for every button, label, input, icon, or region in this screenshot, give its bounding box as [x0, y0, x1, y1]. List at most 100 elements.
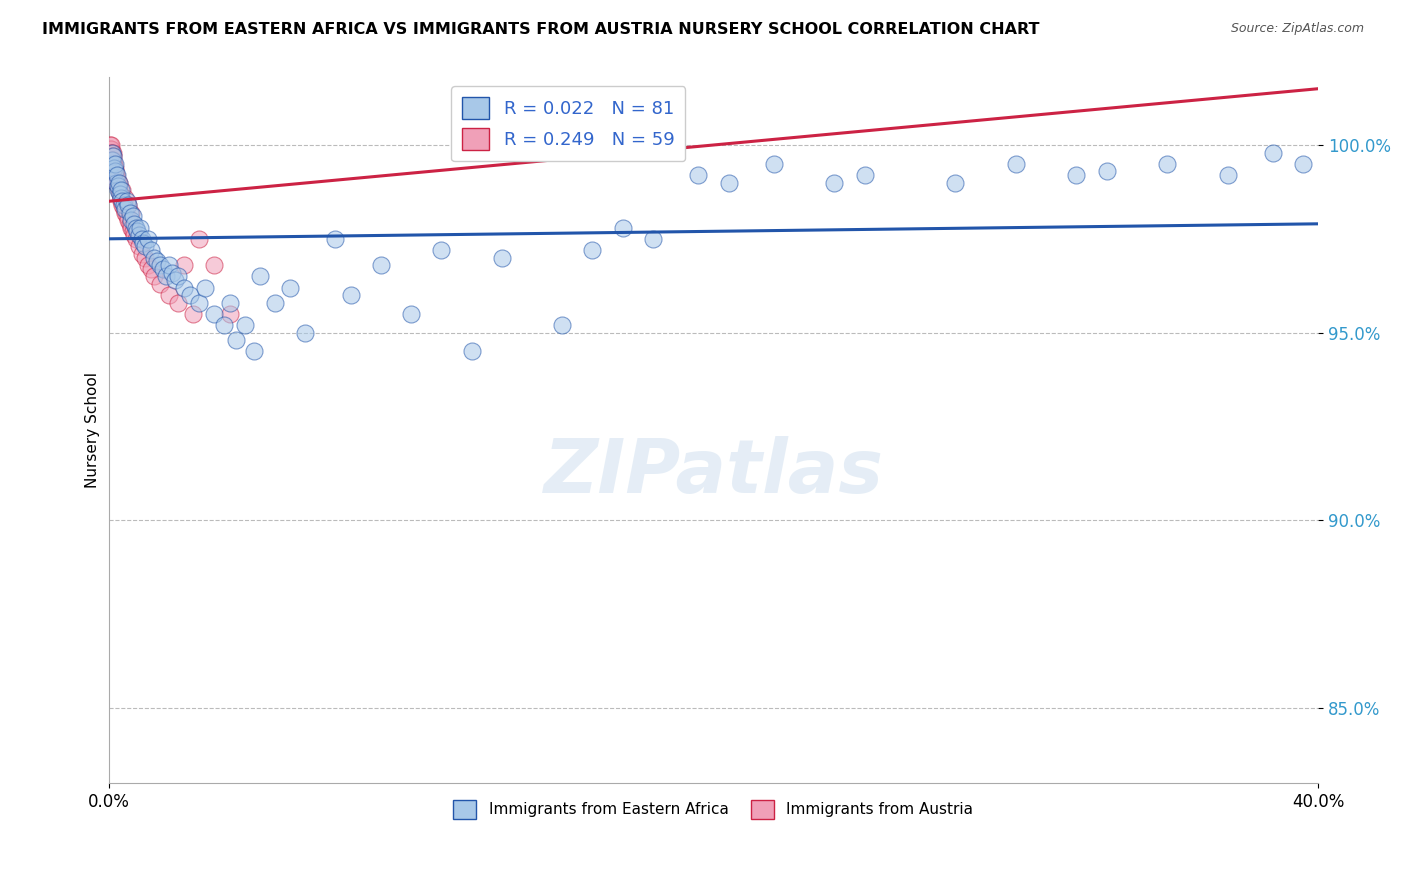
Point	[105, 168, 128, 182]
Point	[233, 318, 256, 333]
Point	[98, 168, 121, 182]
Point	[105, 168, 128, 182]
Point	[107, 176, 129, 190]
Point	[399, 307, 422, 321]
Point	[1261, 145, 1284, 160]
Point	[121, 224, 143, 238]
Point	[853, 168, 876, 182]
Point	[117, 198, 139, 212]
Point	[103, 161, 125, 175]
Point	[120, 205, 142, 219]
Point	[110, 190, 132, 204]
Point	[103, 157, 125, 171]
Point	[1292, 157, 1315, 171]
Point	[551, 318, 574, 333]
Point	[110, 183, 132, 197]
Point	[134, 251, 156, 265]
Point	[125, 232, 148, 246]
Point	[105, 176, 128, 190]
Legend: Immigrants from Eastern Africa, Immigrants from Austria: Immigrants from Eastern Africa, Immigran…	[447, 794, 980, 825]
Point	[101, 153, 124, 167]
Point	[149, 277, 172, 291]
Point	[107, 183, 129, 197]
Point	[104, 161, 127, 175]
Point	[143, 269, 166, 284]
Point	[278, 280, 301, 294]
Point	[460, 344, 482, 359]
Point	[157, 258, 180, 272]
Point	[118, 205, 141, 219]
Point	[101, 149, 124, 163]
Point	[100, 142, 122, 156]
Point	[111, 198, 134, 212]
Point	[108, 186, 131, 201]
Point	[108, 183, 131, 197]
Point	[370, 258, 392, 272]
Point	[641, 232, 664, 246]
Point	[139, 243, 162, 257]
Point	[107, 179, 129, 194]
Point	[1216, 168, 1239, 182]
Point	[139, 261, 162, 276]
Point	[112, 202, 135, 216]
Point	[115, 209, 138, 223]
Point	[124, 228, 146, 243]
Point	[152, 261, 174, 276]
Point	[108, 186, 131, 201]
Point	[114, 202, 136, 216]
Point	[132, 235, 155, 250]
Point	[131, 232, 153, 246]
Point	[108, 176, 131, 190]
Point	[101, 153, 124, 167]
Point	[188, 295, 211, 310]
Point	[100, 138, 122, 153]
Point	[111, 183, 134, 197]
Point	[125, 220, 148, 235]
Point	[581, 243, 603, 257]
Y-axis label: Nursery School: Nursery School	[86, 372, 100, 488]
Text: IMMIGRANTS FROM EASTERN AFRICA VS IMMIGRANTS FROM AUSTRIA NURSERY SCHOOL CORRELA: IMMIGRANTS FROM EASTERN AFRICA VS IMMIGR…	[42, 22, 1039, 37]
Point	[225, 333, 247, 347]
Point	[98, 145, 121, 160]
Point	[204, 307, 226, 321]
Point	[105, 171, 128, 186]
Point	[243, 344, 266, 359]
Point	[212, 318, 235, 333]
Point	[128, 228, 150, 243]
Point	[105, 176, 128, 190]
Point	[104, 168, 127, 182]
Point	[118, 217, 141, 231]
Point	[339, 288, 361, 302]
Point	[124, 217, 146, 231]
Point	[181, 307, 204, 321]
Point	[762, 157, 785, 171]
Point	[143, 251, 166, 265]
Point	[100, 149, 122, 163]
Point	[120, 213, 142, 227]
Point	[121, 209, 143, 223]
Point	[136, 232, 159, 246]
Point	[188, 232, 211, 246]
Point	[127, 224, 149, 238]
Point	[111, 194, 134, 209]
Point	[294, 326, 316, 340]
Point	[101, 157, 124, 171]
Point	[98, 149, 121, 163]
Point	[218, 307, 240, 321]
Point	[104, 164, 127, 178]
Point	[108, 176, 131, 190]
Point	[149, 258, 172, 272]
Point	[101, 153, 124, 167]
Point	[167, 269, 190, 284]
Point	[104, 164, 127, 178]
Point	[179, 288, 201, 302]
Point	[430, 243, 453, 257]
Point	[167, 295, 190, 310]
Point	[128, 239, 150, 253]
Point	[160, 266, 183, 280]
Point	[491, 251, 513, 265]
Point	[194, 280, 217, 294]
Point	[157, 288, 180, 302]
Point	[104, 157, 127, 171]
Point	[165, 273, 187, 287]
